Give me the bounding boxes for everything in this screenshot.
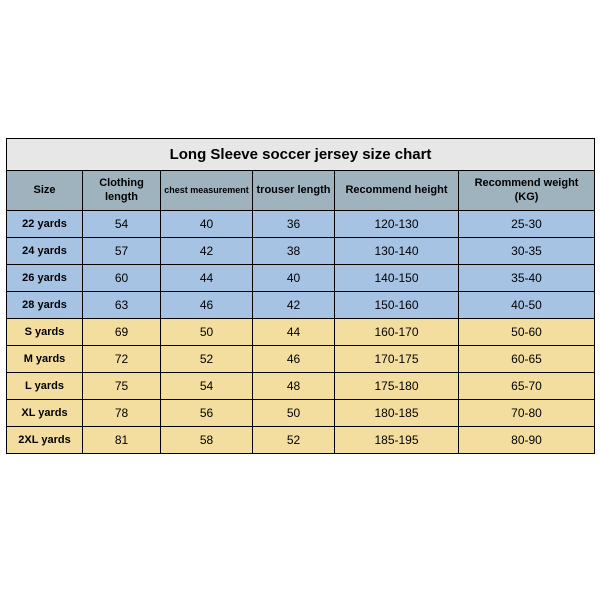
value-cell: 56 xyxy=(161,400,253,427)
value-cell: 170-175 xyxy=(335,346,459,373)
column-header: trouser length xyxy=(253,171,335,211)
size-cell: S yards xyxy=(7,319,83,346)
size-cell: 2XL yards xyxy=(7,427,83,454)
size-cell: XL yards xyxy=(7,400,83,427)
value-cell: 50-60 xyxy=(459,319,595,346)
table-row: S yards695044160-17050-60 xyxy=(7,319,595,346)
value-cell: 44 xyxy=(253,319,335,346)
value-cell: 57 xyxy=(83,238,161,265)
value-cell: 46 xyxy=(161,292,253,319)
value-cell: 36 xyxy=(253,211,335,238)
value-cell: 52 xyxy=(161,346,253,373)
value-cell: 44 xyxy=(161,265,253,292)
value-cell: 69 xyxy=(83,319,161,346)
value-cell: 38 xyxy=(253,238,335,265)
size-chart-table: Long Sleeve soccer jersey size chartSize… xyxy=(6,138,595,454)
column-header: Recommend height xyxy=(335,171,459,211)
column-header: Clothing length xyxy=(83,171,161,211)
value-cell: 35-40 xyxy=(459,265,595,292)
value-cell: 140-150 xyxy=(335,265,459,292)
size-cell: 26 yards xyxy=(7,265,83,292)
value-cell: 65-70 xyxy=(459,373,595,400)
value-cell: 175-180 xyxy=(335,373,459,400)
value-cell: 75 xyxy=(83,373,161,400)
value-cell: 60-65 xyxy=(459,346,595,373)
column-header: Size xyxy=(7,171,83,211)
table-row: L yards755448175-18065-70 xyxy=(7,373,595,400)
table-row: 24 yards574238130-14030-35 xyxy=(7,238,595,265)
value-cell: 40-50 xyxy=(459,292,595,319)
column-header: Recommend weight (KG) xyxy=(459,171,595,211)
value-cell: 42 xyxy=(161,238,253,265)
value-cell: 80-90 xyxy=(459,427,595,454)
value-cell: 150-160 xyxy=(335,292,459,319)
value-cell: 81 xyxy=(83,427,161,454)
value-cell: 185-195 xyxy=(335,427,459,454)
value-cell: 160-170 xyxy=(335,319,459,346)
value-cell: 52 xyxy=(253,427,335,454)
size-cell: 28 yards xyxy=(7,292,83,319)
value-cell: 70-80 xyxy=(459,400,595,427)
value-cell: 120-130 xyxy=(335,211,459,238)
table-row: 22 yards544036120-13025-30 xyxy=(7,211,595,238)
table-row: XL yards785650180-18570-80 xyxy=(7,400,595,427)
value-cell: 25-30 xyxy=(459,211,595,238)
value-cell: 50 xyxy=(253,400,335,427)
value-cell: 78 xyxy=(83,400,161,427)
column-header: chest measurement xyxy=(161,171,253,211)
value-cell: 46 xyxy=(253,346,335,373)
table-row: 26 yards604440140-15035-40 xyxy=(7,265,595,292)
value-cell: 48 xyxy=(253,373,335,400)
table-row: 2XL yards815852185-19580-90 xyxy=(7,427,595,454)
size-cell: 22 yards xyxy=(7,211,83,238)
value-cell: 40 xyxy=(253,265,335,292)
value-cell: 40 xyxy=(161,211,253,238)
value-cell: 58 xyxy=(161,427,253,454)
size-chart-container: Long Sleeve soccer jersey size chartSize… xyxy=(0,0,600,600)
chart-title: Long Sleeve soccer jersey size chart xyxy=(7,139,595,171)
value-cell: 54 xyxy=(161,373,253,400)
value-cell: 42 xyxy=(253,292,335,319)
value-cell: 130-140 xyxy=(335,238,459,265)
size-cell: M yards xyxy=(7,346,83,373)
table-row: M yards725246170-17560-65 xyxy=(7,346,595,373)
table-row: 28 yards634642150-16040-50 xyxy=(7,292,595,319)
value-cell: 50 xyxy=(161,319,253,346)
size-cell: 24 yards xyxy=(7,238,83,265)
value-cell: 54 xyxy=(83,211,161,238)
value-cell: 60 xyxy=(83,265,161,292)
value-cell: 72 xyxy=(83,346,161,373)
size-cell: L yards xyxy=(7,373,83,400)
value-cell: 63 xyxy=(83,292,161,319)
value-cell: 180-185 xyxy=(335,400,459,427)
value-cell: 30-35 xyxy=(459,238,595,265)
